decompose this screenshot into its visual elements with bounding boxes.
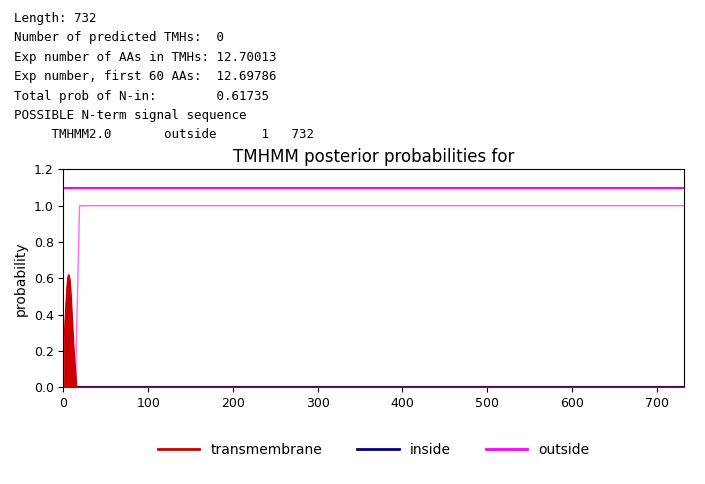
Text: Length: 732: Length: 732 [14,12,97,25]
Text: Exp number of AAs in TMHs: 12.70013: Exp number of AAs in TMHs: 12.70013 [14,51,276,64]
Text: Exp number, first 60 AAs:  12.69786: Exp number, first 60 AAs: 12.69786 [14,70,276,83]
Y-axis label: probability: probability [14,241,28,316]
Text: Number of predicted TMHs:  0: Number of predicted TMHs: 0 [14,31,224,45]
Text: TMHMM2.0       outside      1   732: TMHMM2.0 outside 1 732 [14,128,314,141]
Text: Total prob of N-in:        0.61735: Total prob of N-in: 0.61735 [14,90,269,103]
Title: TMHMM posterior probabilities for: TMHMM posterior probabilities for [233,149,515,166]
Text: POSSIBLE N-term signal sequence: POSSIBLE N-term signal sequence [14,109,247,122]
Legend: transmembrane, inside, outside: transmembrane, inside, outside [152,438,595,463]
